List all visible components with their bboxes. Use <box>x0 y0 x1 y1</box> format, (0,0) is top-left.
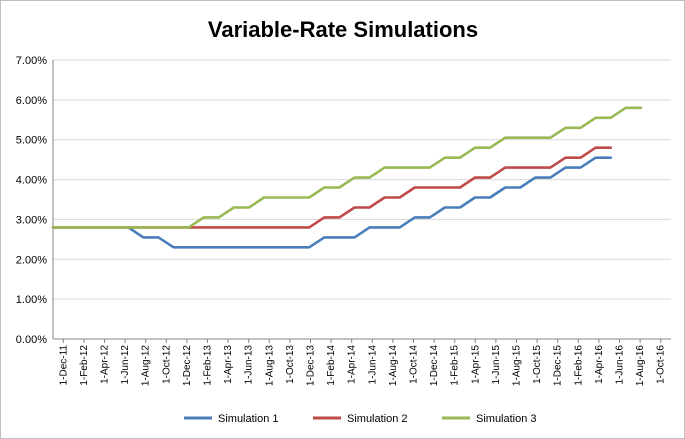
x-tick-label: 1-Jun-14 <box>367 345 378 385</box>
x-tick-label: 1-Jun-12 <box>120 345 131 385</box>
y-tick-label: 7.00% <box>16 55 47 67</box>
y-tick-label: 5.00% <box>16 135 47 147</box>
x-tick-label: 1-Oct-16 <box>656 345 667 384</box>
series-lines <box>51 106 643 249</box>
y-tick-label: 4.00% <box>16 175 47 187</box>
x-tick-label: 1-Apr-13 <box>223 345 234 384</box>
x-tick-label: 1-Oct-15 <box>532 345 543 384</box>
x-tick-label: 1-Feb-12 <box>79 345 90 386</box>
x-tick-label: 1-Jun-15 <box>491 345 502 385</box>
x-tick-label: 1-Oct-14 <box>409 345 420 384</box>
x-tick-label: 1-Aug-14 <box>388 345 399 387</box>
y-tick-label: 6.00% <box>16 95 47 107</box>
x-tick-label: 1-Feb-15 <box>450 345 461 386</box>
x-tick-label: 1-Dec-12 <box>182 345 193 387</box>
x-tick-label: 1-Dec-11 <box>58 345 69 386</box>
x-tick-label: 1-Jun-13 <box>244 345 255 385</box>
legend: Simulation 1 Simulation 2 Simulation 3 <box>184 413 537 425</box>
x-tick-label: 1-Oct-12 <box>161 345 172 384</box>
x-tick-label: 1-Feb-13 <box>203 345 214 386</box>
legend-label: Simulation 2 <box>347 413 408 425</box>
x-tick-label: 1-Dec-14 <box>429 345 440 387</box>
y-tick-label: 1.00% <box>16 294 47 306</box>
gridlines <box>52 59 671 340</box>
legend-label: Simulation 3 <box>476 413 537 425</box>
x-tick-label: 1-Feb-16 <box>573 345 584 386</box>
y-tick-label: 0.00% <box>16 334 47 346</box>
x-tick-label: 1-Apr-14 <box>347 345 358 384</box>
chart-title: Variable-Rate Simulations <box>208 17 478 42</box>
x-tick-label: 1-Apr-16 <box>594 345 605 384</box>
x-tick-label: 1-Apr-12 <box>100 345 111 384</box>
x-tick-label: 1-Apr-15 <box>470 345 481 384</box>
x-tick-label: 1-Aug-16 <box>635 345 646 387</box>
x-tick-label: 1-Feb-14 <box>326 345 337 386</box>
y-tick-label: 3.00% <box>16 214 47 226</box>
x-tick-label: 1-Dec-13 <box>306 345 317 387</box>
legend-label: Simulation 1 <box>218 413 279 425</box>
y-axis-ticks: 0.00% 1.00% 2.00% 3.00% 4.00% 5.00% 6.00% 7.00% <box>16 55 47 346</box>
series-line-simulation-3 <box>51 106 643 229</box>
series-line-simulation-1 <box>51 156 613 249</box>
x-tick-label: 1-Aug-12 <box>141 345 152 387</box>
x-axis-ticks: 1-Dec-11 1-Feb-12 1-Apr-12 1-Jun-12 1-Aug-12… <box>58 339 667 387</box>
x-tick-label: 1-Dec-15 <box>553 345 564 387</box>
y-tick-label: 2.00% <box>16 254 47 266</box>
x-tick-label: 1-Jun-16 <box>615 345 626 385</box>
x-tick-label: 1-Aug-13 <box>264 345 275 387</box>
x-tick-label: 1-Aug-15 <box>512 345 523 387</box>
x-tick-label: 1-Oct-13 <box>285 345 296 384</box>
